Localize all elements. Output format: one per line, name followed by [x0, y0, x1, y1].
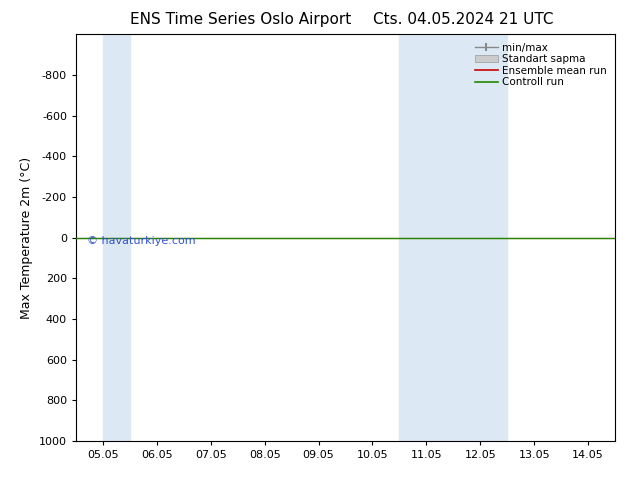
Text: ENS Time Series Oslo Airport: ENS Time Series Oslo Airport — [131, 12, 351, 27]
Text: © havaturkiye.com: © havaturkiye.com — [87, 236, 195, 245]
Bar — [399, 34, 507, 441]
Text: Cts. 04.05.2024 21 UTC: Cts. 04.05.2024 21 UTC — [373, 12, 553, 27]
Y-axis label: Max Temperature 2m (°C): Max Temperature 2m (°C) — [20, 157, 34, 318]
Legend: min/max, Standart sapma, Ensemble mean run, Controll run: min/max, Standart sapma, Ensemble mean r… — [472, 40, 610, 91]
Bar — [103, 34, 130, 441]
